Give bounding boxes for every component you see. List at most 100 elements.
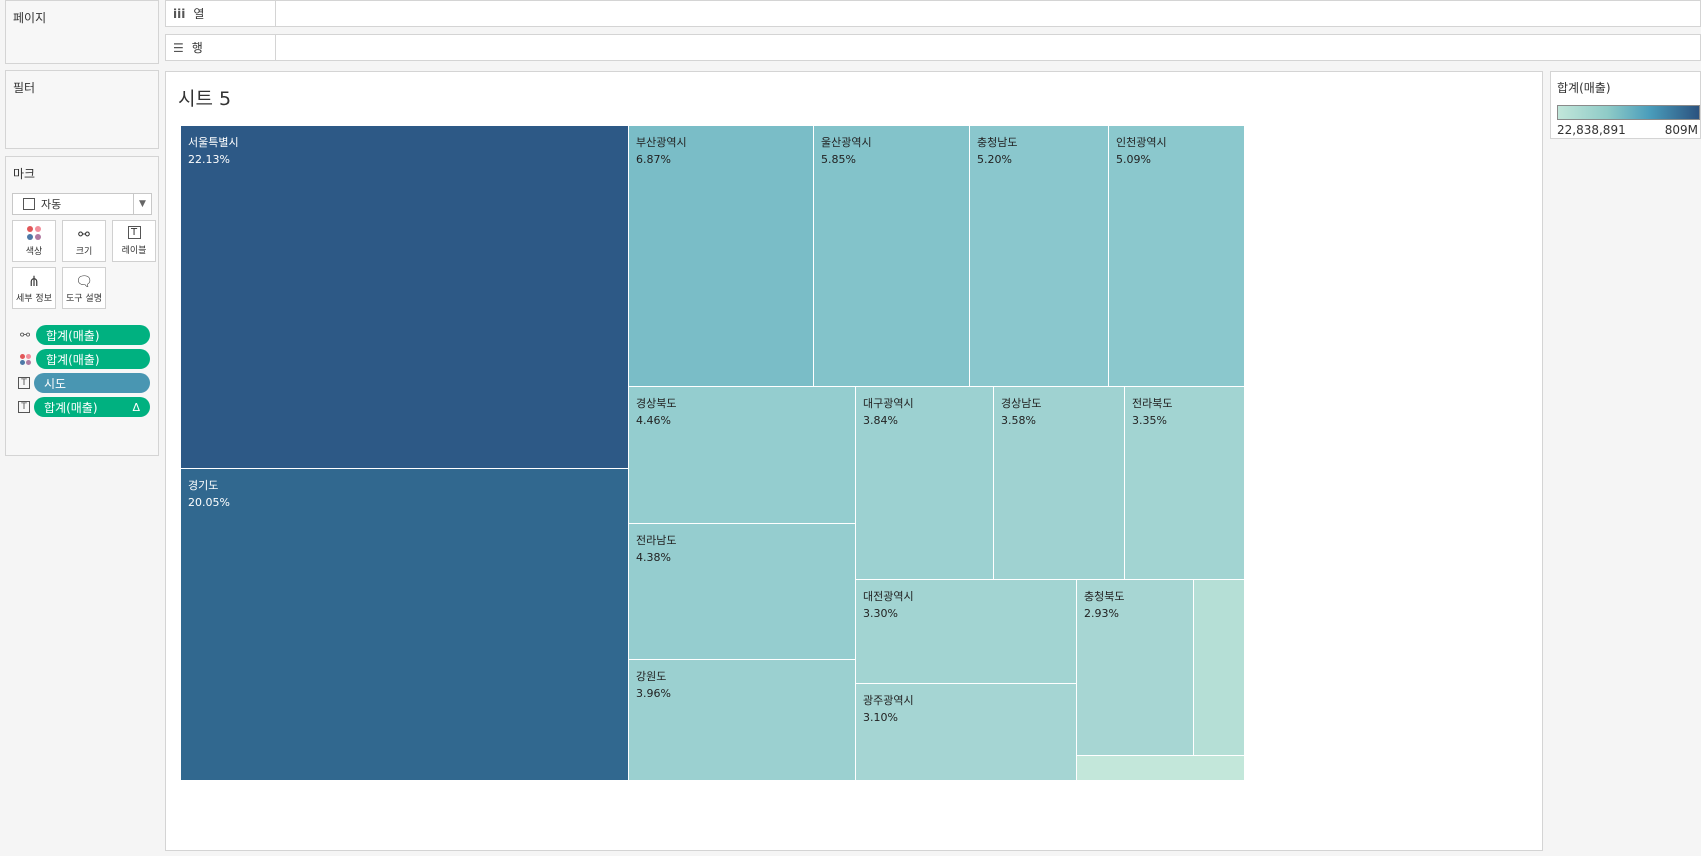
delta-icon: Δ bbox=[132, 400, 140, 414]
square-icon bbox=[23, 198, 35, 210]
label-button[interactable]: T 레이블 bbox=[112, 220, 156, 262]
rows-shelf-text: 행 bbox=[191, 41, 203, 55]
marks-panel-title: 마크 bbox=[13, 167, 36, 181]
label-icon: T bbox=[127, 226, 141, 239]
color-icon bbox=[18, 352, 32, 366]
label-icon: T bbox=[18, 401, 30, 413]
tile-percent-label: 3.58% bbox=[1001, 414, 1036, 427]
legend-min-value: 22,838,891 bbox=[1557, 123, 1626, 137]
rows-shelf-label: ☰ 행 bbox=[166, 35, 276, 60]
label-pill-region[interactable]: 시도 bbox=[34, 373, 150, 393]
worksheet: 시트 5 서울특별시 22.13% 경기도 20.05% 부산광역시 6.87% 울산광역시… bbox=[165, 71, 1543, 851]
columns-shelf-text: 열 bbox=[193, 7, 205, 21]
size-icon: ⚯ bbox=[78, 226, 90, 243]
filters-panel-title: 필터 bbox=[13, 81, 36, 95]
tile-percent-label: 20.05% bbox=[188, 496, 230, 509]
tile-percent-label: 3.96% bbox=[636, 687, 671, 700]
mark-pill-row: T 합계(매출) Δ bbox=[18, 397, 150, 417]
tile-region-label: 광주광역시 bbox=[863, 694, 914, 707]
label-pill-sales-text: 합계(매출) bbox=[44, 400, 98, 415]
treemap-tile[interactable] bbox=[1077, 756, 1245, 781]
label-button-label: 레이블 bbox=[121, 246, 147, 256]
treemap-tile[interactable]: 울산광역시 5.85% bbox=[814, 126, 970, 387]
tile-region-label: 인천광역시 bbox=[1116, 136, 1167, 149]
rows-shelf[interactable]: ☰ 행 bbox=[165, 34, 1701, 61]
tile-region-label: 충청북도 bbox=[1084, 590, 1125, 603]
color-legend: 합계(매출) 22,838,891 809M bbox=[1550, 71, 1701, 139]
color-button[interactable]: 색상 bbox=[12, 220, 56, 262]
pages-panel: 페이지 bbox=[5, 0, 159, 64]
treemap-tile[interactable]: 전라남도 4.38% bbox=[629, 524, 856, 660]
tile-region-label: 경상남도 bbox=[1001, 397, 1042, 410]
mark-type-value: 자동 bbox=[41, 198, 62, 211]
mark-pill-row: ⚯ 합계(매출) bbox=[18, 325, 150, 345]
tooltip-button[interactable]: 🗨 도구 설명 bbox=[62, 267, 106, 309]
label-pill-sales[interactable]: 합계(매출) Δ bbox=[34, 397, 150, 417]
tile-region-label: 대구광역시 bbox=[863, 397, 914, 410]
treemap-tile[interactable]: 충청북도 2.93% bbox=[1077, 580, 1194, 756]
color-button-label: 색상 bbox=[25, 246, 43, 257]
treemap-tile[interactable]: 전라북도 3.35% bbox=[1125, 387, 1245, 580]
legend-max-value: 809M bbox=[1664, 123, 1698, 137]
rows-icon: ☰ bbox=[173, 40, 184, 55]
tile-region-label: 대전광역시 bbox=[863, 590, 914, 603]
tile-percent-label: 3.84% bbox=[863, 414, 898, 427]
treemap-tile[interactable]: 서울특별시 22.13% bbox=[181, 126, 629, 469]
tile-percent-label: 3.35% bbox=[1132, 414, 1167, 427]
chevron-down-icon[interactable]: ▼ bbox=[133, 194, 151, 214]
tile-region-label: 경기도 bbox=[188, 479, 219, 492]
tile-percent-label: 5.85% bbox=[821, 153, 856, 166]
detail-icon: ⋔ bbox=[28, 273, 40, 290]
tile-percent-label: 5.20% bbox=[977, 153, 1012, 166]
tile-percent-label: 6.87% bbox=[636, 153, 671, 166]
detail-button-label: 세부 정보 bbox=[16, 293, 52, 304]
treemap-tile[interactable]: 인천광역시 5.09% bbox=[1109, 126, 1245, 387]
tile-percent-label: 3.10% bbox=[863, 711, 898, 724]
tile-percent-label: 4.38% bbox=[636, 551, 671, 564]
mark-pill-row: T 시도 bbox=[18, 373, 150, 393]
tile-percent-label: 3.30% bbox=[863, 607, 898, 620]
label-icon: T bbox=[18, 377, 30, 389]
size-button[interactable]: ⚯ 크기 bbox=[62, 220, 106, 262]
columns-icon: iii bbox=[173, 6, 186, 21]
legend-title: 합계(매출) bbox=[1557, 81, 1611, 95]
legend-gradient bbox=[1557, 105, 1700, 120]
size-button-label: 크기 bbox=[75, 246, 93, 257]
filters-panel: 필터 bbox=[5, 70, 159, 149]
tile-region-label: 경상북도 bbox=[636, 397, 677, 410]
tooltip-button-label: 도구 설명 bbox=[66, 293, 102, 304]
tile-percent-label: 5.09% bbox=[1116, 153, 1151, 166]
tile-region-label: 울산광역시 bbox=[821, 136, 872, 149]
size-pill[interactable]: 합계(매출) bbox=[36, 325, 150, 345]
tile-region-label: 부산광역시 bbox=[636, 136, 687, 149]
columns-shelf-label: iii 열 bbox=[166, 1, 276, 26]
color-pill[interactable]: 합계(매출) bbox=[36, 349, 150, 369]
treemap-tile[interactable]: 경기도 20.05% bbox=[181, 469, 629, 781]
tooltip-icon: 🗨 bbox=[75, 273, 93, 290]
treemap-tile[interactable]: 경상남도 3.58% bbox=[994, 387, 1125, 580]
treemap-tile[interactable]: 경상북도 4.46% bbox=[629, 387, 856, 524]
treemap-tile[interactable] bbox=[1194, 580, 1245, 756]
tile-region-label: 강원도 bbox=[636, 670, 667, 683]
tile-percent-label: 22.13% bbox=[188, 153, 230, 166]
treemap-tile[interactable]: 충청남도 5.20% bbox=[970, 126, 1109, 387]
tile-percent-label: 2.93% bbox=[1084, 607, 1119, 620]
tile-percent-label: 4.46% bbox=[636, 414, 671, 427]
treemap-tile[interactable]: 대구광역시 3.84% bbox=[856, 387, 994, 580]
treemap-tile[interactable]: 대전광역시 3.30% bbox=[856, 580, 1077, 684]
columns-shelf[interactable]: iii 열 bbox=[165, 0, 1701, 27]
sheet-title[interactable]: 시트 5 bbox=[178, 88, 232, 110]
tile-region-label: 전라북도 bbox=[1132, 397, 1173, 410]
tile-region-label: 전라남도 bbox=[636, 534, 677, 547]
treemap-tile[interactable]: 강원도 3.96% bbox=[629, 660, 856, 781]
tile-region-label: 서울특별시 bbox=[188, 136, 239, 149]
pages-panel-title: 페이지 bbox=[13, 11, 47, 25]
treemap-tile[interactable]: 광주광역시 3.10% bbox=[856, 684, 1077, 781]
color-icon bbox=[27, 225, 41, 240]
treemap-tile[interactable]: 부산광역시 6.87% bbox=[629, 126, 814, 387]
mark-pill-row: 합계(매출) bbox=[18, 349, 150, 369]
size-icon: ⚯ bbox=[19, 328, 31, 342]
tile-region-label: 충청남도 bbox=[977, 136, 1018, 149]
mark-type-dropdown[interactable]: 자동 ▼ bbox=[12, 193, 152, 215]
detail-button[interactable]: ⋔ 세부 정보 bbox=[12, 267, 56, 309]
